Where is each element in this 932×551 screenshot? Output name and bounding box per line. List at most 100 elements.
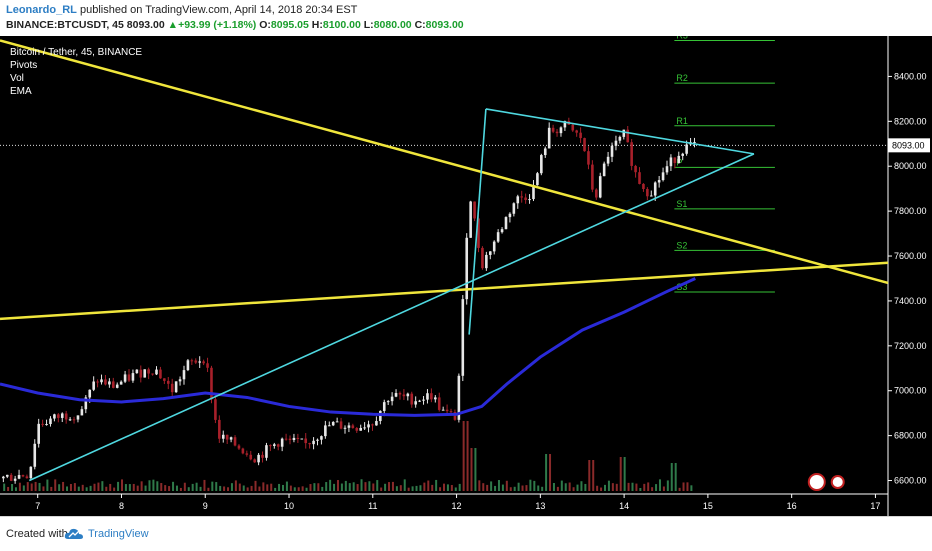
- volume-bar: [584, 483, 587, 491]
- candle-body: [13, 478, 17, 481]
- volume-bar: [254, 480, 257, 491]
- volume-bar: [227, 487, 230, 491]
- volume-bar: [592, 460, 595, 491]
- volume-bar: [674, 463, 677, 491]
- legend-item-pivots[interactable]: Pivots: [10, 60, 38, 71]
- volume-bar: [411, 486, 414, 491]
- legend-item-ema[interactable]: EMA: [10, 86, 32, 97]
- volume-bar: [54, 479, 57, 491]
- candle-body: [430, 393, 433, 400]
- volume-bar: [541, 486, 544, 491]
- volume-bar: [443, 483, 445, 491]
- volume-bar: [552, 482, 555, 491]
- candle-body: [685, 144, 688, 154]
- volume-bar: [348, 483, 351, 491]
- candle-body: [29, 466, 33, 479]
- candle-body: [410, 393, 414, 405]
- volume-bar: [14, 487, 17, 491]
- volume-bar: [521, 485, 524, 491]
- volume-bar: [364, 482, 367, 491]
- y-tick-label: 7400.00: [894, 296, 927, 306]
- candle-body: [622, 129, 626, 137]
- candle-body: [210, 367, 213, 400]
- candle-body: [225, 434, 229, 440]
- volume-bar: [211, 481, 214, 491]
- volume-bar: [333, 483, 336, 491]
- volume-bar: [258, 486, 261, 491]
- legend-item-vol[interactable]: Vol: [10, 73, 24, 84]
- volume-bar: [588, 460, 591, 491]
- volume-bar: [627, 482, 630, 491]
- candle-body: [508, 213, 512, 218]
- candle-body: [618, 136, 622, 141]
- candle-body: [174, 381, 178, 393]
- candle-body: [677, 155, 681, 164]
- volume-bar: [631, 482, 634, 491]
- y-tick-label: 7800.00: [894, 206, 927, 216]
- candle-body: [104, 379, 107, 385]
- volume-bar: [486, 484, 489, 491]
- volume-bar: [281, 484, 284, 491]
- candle-body: [434, 397, 437, 400]
- candle-body: [661, 172, 665, 181]
- candle-body: [17, 475, 21, 479]
- volume-bar: [73, 483, 76, 491]
- volume-bar: [494, 485, 497, 491]
- x-tick-label: 9: [203, 501, 208, 511]
- volume-bar: [329, 479, 332, 491]
- chart-area[interactable]: 6600.00 6800.00 7000.00 7200.00 7400.00 7600.…: [0, 36, 932, 516]
- candle-body: [606, 156, 610, 164]
- economic-event-icon: [807, 473, 826, 491]
- candle-body: [37, 423, 40, 444]
- chart-canvas[interactable]: 6600.00 6800.00 7000.00 7200.00 7400.00 7600.…: [0, 36, 932, 516]
- volume-bar: [478, 480, 481, 491]
- candle-body: [402, 394, 406, 397]
- volume-bar: [250, 485, 253, 491]
- volume-bar: [274, 487, 277, 491]
- candle-body: [657, 180, 661, 183]
- volume-bar: [501, 484, 504, 491]
- volume-bar: [309, 484, 312, 491]
- volume-bar: [623, 457, 626, 491]
- volume-bar: [85, 487, 88, 491]
- y-tick-label: 6800.00: [894, 431, 927, 441]
- close-label: C:: [414, 19, 426, 31]
- volume-bar: [321, 486, 324, 491]
- volume-bar: [658, 479, 661, 491]
- candle-body: [21, 475, 25, 477]
- tradingview-brand-link[interactable]: TradingView: [88, 528, 149, 540]
- volume-bar: [533, 480, 536, 491]
- y-tick-label: 8200.00: [894, 116, 927, 126]
- volume-bar: [234, 480, 237, 491]
- volume-bar: [611, 483, 614, 491]
- candle-body: [186, 360, 190, 371]
- volume-bar: [191, 483, 194, 491]
- candle-body: [449, 411, 453, 413]
- volume-bar: [615, 483, 618, 491]
- candle-body: [202, 361, 205, 364]
- volume-bar: [3, 483, 6, 491]
- volume-bar: [207, 487, 210, 491]
- volume-bar: [384, 483, 387, 491]
- candle-body: [394, 393, 398, 397]
- candle-body: [45, 424, 48, 426]
- author-link[interactable]: Leonardo_RL: [6, 4, 77, 16]
- ohlc-line: BINANCE:BTCUSDT, 45 8093.00 ▲+93.99 (+1.…: [6, 19, 464, 31]
- candle-body: [347, 425, 351, 428]
- volume-bar: [560, 480, 563, 491]
- volume-bar: [183, 482, 186, 491]
- volume-bar: [643, 483, 646, 491]
- candle-body: [320, 436, 323, 440]
- volume-bar: [376, 480, 379, 491]
- volume-bar: [128, 484, 131, 491]
- candle-body: [304, 438, 308, 444]
- y-tick-label: 6600.00: [894, 476, 927, 486]
- candle-body: [68, 419, 72, 421]
- volume-bar: [549, 454, 552, 491]
- last-price-label: 8093.00: [892, 140, 925, 150]
- volume-bar: [497, 480, 500, 491]
- volume-bar: [175, 485, 178, 491]
- candle-body: [327, 425, 331, 427]
- candle-body: [206, 363, 209, 368]
- volume-bar: [136, 485, 139, 491]
